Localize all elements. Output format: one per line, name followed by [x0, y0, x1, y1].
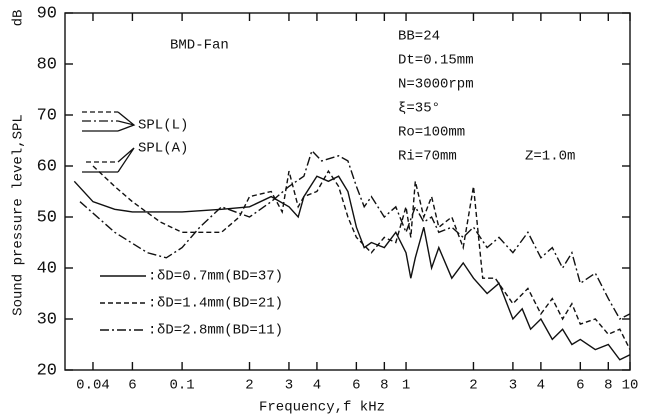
annotation: Ro=100mm	[398, 125, 465, 141]
x-tick-label: 4	[537, 378, 545, 394]
x-tick-label: 6	[128, 378, 136, 394]
y-tick-label: 20	[37, 361, 57, 380]
spl-key	[82, 111, 136, 173]
x-tick-label: 4	[313, 378, 321, 394]
annotation: Ri=70mm	[398, 149, 457, 165]
x-tick-label: 2	[245, 378, 253, 394]
x-tick-label: 6	[352, 378, 360, 394]
legend-colon: :	[148, 323, 156, 339]
annotation: Z=1.0m	[525, 149, 575, 165]
x-tick-label: 1	[402, 378, 410, 394]
y-tick-label: 30	[37, 310, 57, 329]
legend-label: δD=2.8mm(BD=11)	[157, 323, 283, 339]
x-tick-label: 0.04	[76, 378, 110, 394]
annotation: N=3000rpm	[398, 77, 474, 93]
y-tick-label: 60	[37, 157, 57, 176]
annotation: BB=24	[398, 29, 440, 45]
legend-colon: :	[148, 296, 156, 312]
annotation: Dt=0.15mm	[398, 53, 474, 69]
x-axis-label: Frequency,f kHz	[259, 400, 385, 416]
x-tick-label: 2	[469, 378, 477, 394]
x-tick-label: 3	[509, 378, 517, 394]
y-tick-label: 70	[37, 106, 57, 125]
x-tick-label: 3	[285, 378, 293, 394]
legend-colon: :	[148, 269, 156, 285]
x-tick-label: 8	[604, 378, 612, 394]
x-tick-label: 6	[576, 378, 584, 394]
x-tick-label: 0.1	[169, 378, 194, 394]
annotation: SPL(A)	[138, 141, 188, 157]
y-axis-label: Sound pressure level,SPL	[11, 114, 27, 316]
annotation: SPL(L)	[138, 118, 188, 134]
y-unit: dB	[11, 10, 27, 27]
x-tick-label: 8	[380, 378, 388, 394]
y-tick-label: 90	[37, 4, 57, 23]
y-tick-label: 80	[37, 55, 57, 74]
line-series	[73, 175, 631, 361]
y-tick-label: 50	[37, 208, 57, 227]
legend-label: δD=0.7mm(BD=37)	[157, 269, 283, 285]
line-series	[79, 149, 631, 320]
y-tick-label: 40	[37, 259, 57, 278]
annotation: BMD-Fan	[170, 38, 229, 54]
x-tick-label: 10	[622, 378, 639, 394]
plot-frame	[64, 12, 631, 371]
legend-label: δD=1.4mm(BD=21)	[157, 296, 283, 312]
annotation: ξ=35°	[398, 101, 440, 117]
